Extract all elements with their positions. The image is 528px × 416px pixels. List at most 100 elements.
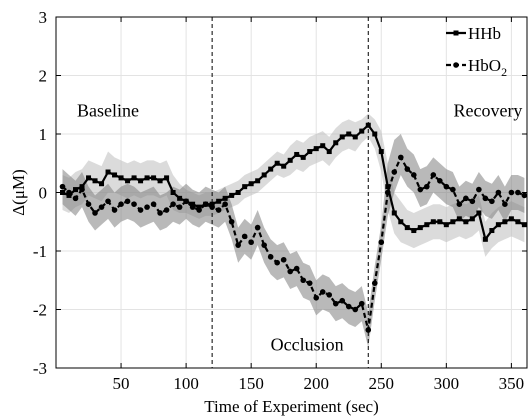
data-point-hbo: [365, 327, 372, 333]
data-point-hhb: [131, 175, 137, 181]
data-point-hhb: [248, 181, 254, 187]
y-tick-label: -2: [33, 301, 47, 320]
x-tick-label: 350: [499, 374, 525, 393]
data-point-hbo: [280, 256, 287, 263]
data-point-hbo: [131, 201, 137, 207]
data-point-hhb: [430, 219, 436, 225]
x-tick-label: 200: [303, 374, 329, 393]
y-tick-label: 3: [39, 8, 48, 27]
data-point-hhb: [242, 184, 248, 190]
legend-label-hbo: HbO2: [468, 56, 507, 79]
data-point-hhb: [86, 175, 92, 181]
data-point-hhb: [398, 219, 404, 225]
data-point-hbo: [105, 198, 111, 205]
data-point-hbo: [443, 183, 450, 190]
data-point-hbo: [85, 201, 92, 207]
data-point-hbo: [189, 204, 196, 210]
data-point-hhb: [339, 134, 345, 140]
data-point-hbo: [287, 268, 293, 275]
data-point-hbo: [456, 201, 463, 207]
data-point-hbo: [306, 280, 313, 286]
data-point-hbo: [150, 201, 157, 207]
data-point-hbo: [202, 201, 209, 207]
data-point-hbo: [384, 189, 391, 196]
data-point-hhb: [235, 190, 241, 195]
data-point-hhb: [274, 160, 280, 166]
x-tick-label: 300: [434, 374, 460, 393]
data-point-hbo: [176, 204, 183, 210]
y-tick-label: -3: [33, 359, 47, 378]
series-markers: [59, 122, 528, 333]
data-point-hhb: [313, 146, 319, 152]
data-point-hbo: [98, 204, 105, 210]
data-point-hhb: [385, 184, 391, 190]
data-point-hhb: [372, 131, 378, 137]
annotation-label: Occlusion: [271, 334, 344, 354]
data-point-hhb: [112, 172, 118, 178]
data-point-hhb: [281, 163, 287, 169]
legend-label-hhb: HHb: [468, 24, 501, 43]
data-point-hbo: [397, 154, 404, 161]
error-bands: [62, 113, 525, 348]
data-point-hhb: [508, 216, 514, 222]
data-point-hhb: [359, 128, 365, 134]
data-point-hhb: [92, 178, 98, 184]
data-point-hbo: [521, 192, 528, 199]
data-point-hhb: [196, 204, 202, 210]
data-point-hbo: [163, 207, 170, 213]
y-tick-label: -1: [33, 242, 47, 261]
data-point-hbo: [92, 210, 98, 216]
data-point-hbo: [437, 178, 443, 184]
data-point-hhb: [268, 166, 274, 172]
data-point-hbo: [118, 201, 124, 207]
data-point-hbo: [489, 198, 495, 205]
data-point-hhb: [164, 175, 170, 181]
data-point-hhb: [346, 131, 352, 137]
data-point-hhb: [138, 178, 144, 184]
data-point-hbo: [248, 239, 254, 246]
data-point-hhb: [424, 222, 430, 228]
data-point-hbo: [170, 201, 176, 207]
data-point-hhb: [190, 201, 196, 207]
data-point-hbo: [430, 172, 437, 178]
y-axis-label: Δ(μM): [9, 169, 28, 215]
data-point-hbo: [183, 198, 189, 205]
data-point-hhb: [450, 219, 456, 225]
y-tick-label: 1: [39, 125, 48, 144]
data-point-hhb: [456, 216, 462, 222]
data-point-hbo: [339, 297, 346, 304]
x-axis-label: Time of Experiment (sec): [204, 397, 379, 416]
data-point-hhb: [469, 216, 475, 222]
data-point-hhb: [307, 149, 313, 155]
data-point-hhb: [144, 175, 150, 181]
data-point-hbo: [411, 172, 417, 178]
data-point-hhb: [378, 149, 384, 155]
x-tick-label: 50: [113, 374, 130, 393]
data-point-hbo: [463, 195, 469, 202]
data-point-hbo: [228, 218, 235, 225]
data-point-hhb: [326, 149, 332, 155]
data-point-hhb: [404, 225, 410, 231]
data-point-hbo: [293, 265, 300, 272]
data-point-hbo: [476, 186, 482, 193]
data-point-hhb: [73, 187, 79, 193]
data-point-hhb: [463, 219, 469, 225]
data-point-hbo: [469, 198, 476, 205]
data-point-hhb: [99, 181, 105, 187]
data-point-hhb: [502, 219, 508, 225]
data-point-hbo: [450, 186, 456, 193]
legend-marker-hhb: [453, 30, 459, 36]
data-point-hbo: [254, 224, 261, 231]
error-band-hhb: [62, 113, 525, 257]
data-point-hhb: [333, 140, 339, 146]
data-point-hbo: [319, 289, 326, 295]
data-point-hbo: [417, 186, 424, 193]
data-point-hbo: [111, 207, 118, 213]
data-point-hhb: [352, 134, 358, 140]
error-band-hbo: [62, 134, 525, 348]
data-point-hbo: [235, 242, 241, 248]
data-point-hbo: [261, 242, 267, 248]
data-point-hhb: [222, 195, 228, 201]
data-point-hbo: [508, 189, 515, 196]
